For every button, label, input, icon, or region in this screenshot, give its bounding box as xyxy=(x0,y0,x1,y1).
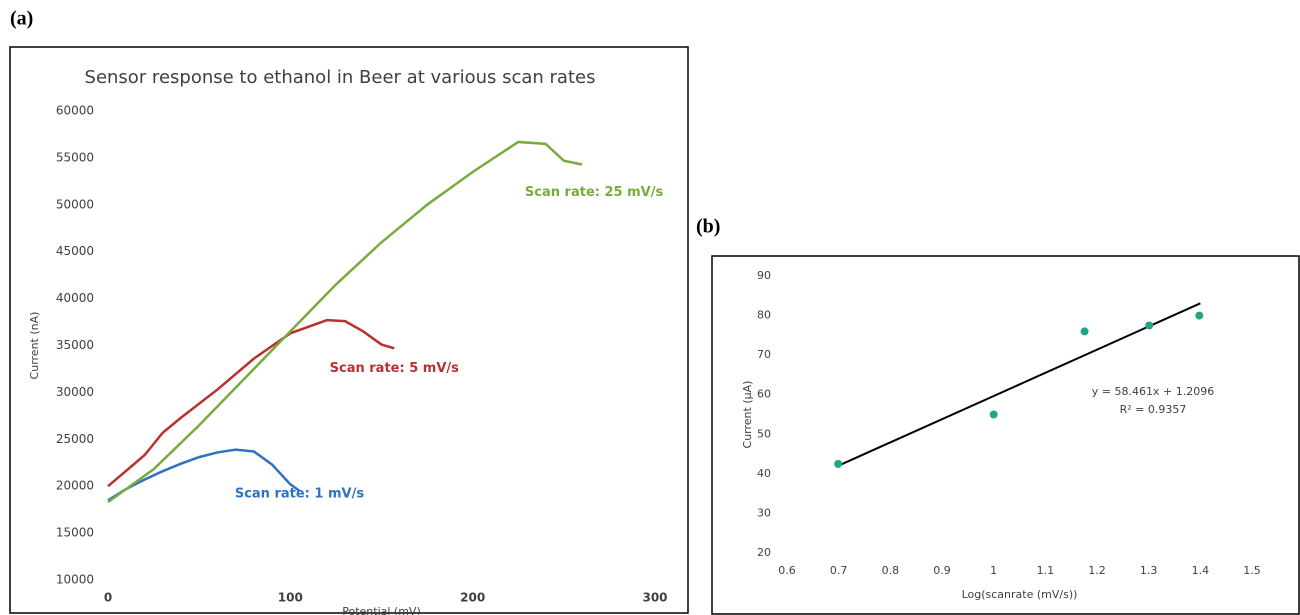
line xyxy=(107,140,583,504)
series-label: Scan rate: 1 mV/s xyxy=(235,486,364,501)
x-tick-label: 300 xyxy=(642,591,667,605)
y-tick-label: 30000 xyxy=(56,385,94,399)
trend-r2: R² = 0.9357 xyxy=(1120,403,1187,416)
x-tick-label: 1.2 xyxy=(1088,564,1106,577)
series-label: Scan rate: 25 mV/s xyxy=(525,185,664,200)
x-tick-label: 1.4 xyxy=(1192,564,1210,577)
y-tick-label: 15000 xyxy=(56,526,94,540)
x-axis-title: Log(scanrate (mV/s)) xyxy=(962,588,1078,601)
panel-label: (a) xyxy=(10,8,33,30)
y-tick-label: 45000 xyxy=(56,244,94,258)
trendline xyxy=(838,302,1201,467)
line xyxy=(107,318,395,488)
x-tick-label: 1 xyxy=(990,564,997,577)
panel-b-frame xyxy=(711,255,1300,615)
x-tick-label: 1.5 xyxy=(1243,564,1261,577)
x-tick-label: 200 xyxy=(460,591,485,605)
y-tick-label: 30 xyxy=(757,506,771,519)
point xyxy=(1195,311,1204,320)
y-tick-label: 40000 xyxy=(56,291,94,305)
y-tick-label: 60000 xyxy=(56,104,94,118)
y-tick-label: 40 xyxy=(757,467,771,480)
y-tick-label: 35000 xyxy=(56,338,94,352)
y-tick-label: 55000 xyxy=(56,150,94,164)
series-label: Scan rate: 5 mV/s xyxy=(330,361,459,376)
y-tick-label: 70 xyxy=(757,348,771,361)
y-tick-label: 90 xyxy=(757,269,771,282)
x-tick-label: 1.1 xyxy=(1037,564,1055,577)
point xyxy=(1145,321,1154,330)
panel-a-frame xyxy=(9,46,689,614)
y-tick-label: 20 xyxy=(757,546,771,559)
x-tick-label: 0.6 xyxy=(778,564,796,577)
x-tick-label: 0.9 xyxy=(933,564,951,577)
x-tick-label: 100 xyxy=(278,591,303,605)
y-axis-title: Current (μA) xyxy=(741,381,754,449)
x-tick-label: 0.7 xyxy=(830,564,848,577)
point xyxy=(1080,327,1089,336)
line xyxy=(107,448,301,502)
y-tick-label: 20000 xyxy=(56,479,94,493)
chart-title: Sensor response to ethanol in Beer at va… xyxy=(85,67,596,88)
panel-label: (b) xyxy=(696,216,720,238)
y-tick-label: 80 xyxy=(757,309,771,322)
y-tick-label: 25000 xyxy=(56,432,94,446)
x-tick-label: 1.3 xyxy=(1140,564,1158,577)
x-tick-label: 0.8 xyxy=(882,564,900,577)
x-axis-title: Potential (mV) xyxy=(342,605,421,615)
point xyxy=(989,410,998,419)
point xyxy=(834,459,843,468)
y-tick-label: 50000 xyxy=(56,197,94,211)
trend-equation: y = 58.461x + 1.2096 xyxy=(1092,385,1214,398)
x-tick-label: 0 xyxy=(104,591,112,605)
y-axis-title: Current (nA) xyxy=(28,312,41,380)
y-tick-label: 50 xyxy=(757,427,771,440)
y-tick-label: 10000 xyxy=(56,573,94,587)
y-tick-label: 60 xyxy=(757,388,771,401)
